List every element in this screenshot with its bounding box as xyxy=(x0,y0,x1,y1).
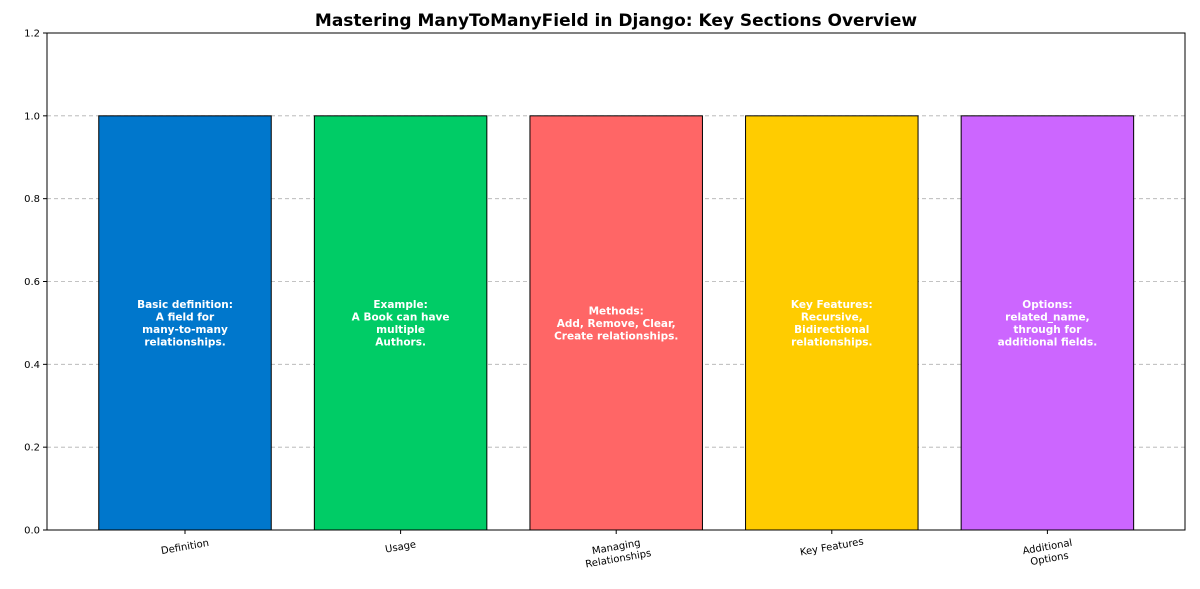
bar xyxy=(98,115,272,531)
y-tick-label: 0.2 xyxy=(24,443,40,454)
x-tick-label: Definition xyxy=(160,538,210,557)
x-tick-label-line: Key Features xyxy=(799,536,864,558)
bar-label-line: Authors. xyxy=(375,337,426,349)
x-tick-label-text: Key Features xyxy=(799,536,864,558)
x-tick-label: AdditionalOptions xyxy=(1022,538,1075,569)
bar-label: Basic definition: A field for many-to-many… xyxy=(137,299,233,349)
bar-label-line: Example: xyxy=(373,299,427,311)
y-tick-label: 1.0 xyxy=(24,111,40,122)
bar-label: Example: A Book can have multiple Authors. xyxy=(352,299,450,349)
x-axis-ticks: Definition Usage ManagingRelationships Key … xyxy=(160,530,1075,571)
bar xyxy=(960,115,1135,531)
bar-label-line: Create relationships. xyxy=(554,330,678,342)
bar-label-line: relationships. xyxy=(144,337,225,349)
bars xyxy=(98,115,1135,531)
x-tick-label: ManagingRelationships xyxy=(583,536,653,571)
bar xyxy=(529,115,703,531)
chart-title: Mastering ManyToManyField in Django: Key… xyxy=(315,11,917,31)
bar-label-line: Bidirectional xyxy=(794,324,869,336)
x-tick-label-line: Usage xyxy=(384,539,417,555)
bar-label-line: additional fields. xyxy=(998,337,1098,349)
x-tick-label-line: Definition xyxy=(160,538,210,557)
y-tick-label: 0.8 xyxy=(24,194,40,205)
bar-label-line: multiple xyxy=(376,324,425,336)
bar-label-line: Recursive, xyxy=(801,312,863,324)
y-tick-label: 0.6 xyxy=(24,277,40,288)
bar-label-line: related_name, xyxy=(1005,312,1090,324)
bar-label-line: Key Features: xyxy=(791,299,873,311)
x-tick-label: Usage xyxy=(384,539,417,555)
x-tick-label-text: AdditionalOptions xyxy=(1022,538,1075,569)
bar-label-line: Basic definition: xyxy=(137,299,233,311)
bar-label: Methods: Add, Remove, Clear, Create relati… xyxy=(554,305,678,342)
bar-label-line: Add, Remove, Clear, xyxy=(557,318,676,330)
x-tick-label-text: Definition xyxy=(160,538,210,557)
bar-label-line: through for xyxy=(1013,324,1082,336)
bar-label: Options: related_name, through for addition… xyxy=(998,299,1098,349)
x-tick-label-text: ManagingRelationships xyxy=(583,536,653,570)
bar-label-line: many-to-many xyxy=(142,324,228,336)
y-tick-label: 0.0 xyxy=(24,526,40,537)
bar-label-line: relationships. xyxy=(791,337,872,349)
bar xyxy=(745,115,919,531)
bar xyxy=(313,115,488,531)
y-tick-label: 0.4 xyxy=(24,360,40,371)
bar-label: Key Features: Recursive, Bidirectional rela… xyxy=(791,299,873,349)
bar-label-line: Options: xyxy=(1022,299,1072,311)
y-tick-label: 1.2 xyxy=(24,29,40,40)
bar-label-line: A Book can have xyxy=(352,312,450,324)
x-tick-label: Key Features xyxy=(799,536,864,558)
bar-label-line: Methods: xyxy=(589,305,644,317)
bar-label-line: A field for xyxy=(156,312,215,324)
y-axis-ticks: 0.0 0.2 0.4 0.6 0.8 1.0 1.2 xyxy=(24,29,47,537)
x-tick-label-text: Usage xyxy=(384,539,417,555)
bar-labels: Basic definition: A field for many-to-many… xyxy=(137,299,1097,349)
